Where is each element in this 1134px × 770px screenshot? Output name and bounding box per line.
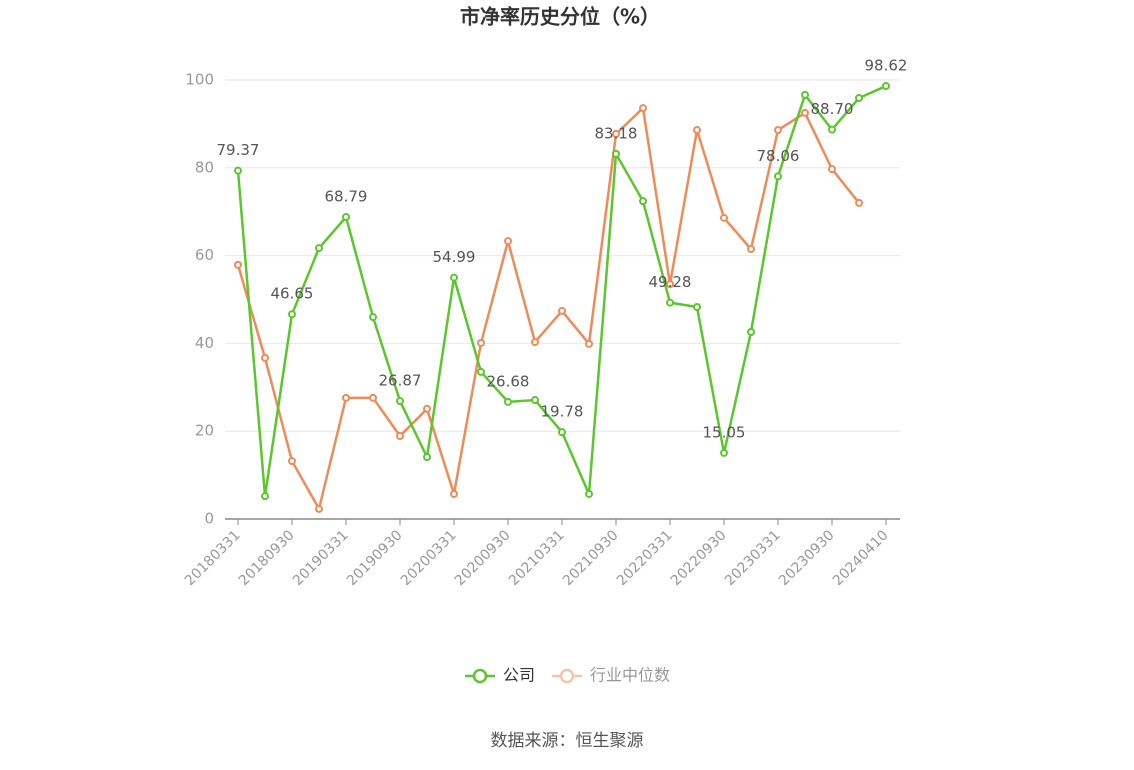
data-point xyxy=(504,397,512,406)
x-tick-label: 20180331 xyxy=(182,527,244,589)
data-point xyxy=(342,213,350,222)
data-point xyxy=(774,172,782,181)
y-tick-label: 100 xyxy=(185,71,214,89)
data-point xyxy=(558,428,566,437)
data-label: 68.79 xyxy=(325,188,368,206)
data-label: 49.28 xyxy=(649,273,692,291)
data-point xyxy=(855,198,863,207)
data-point xyxy=(612,129,620,138)
data-point xyxy=(585,339,593,348)
x-tick-label: 20200930 xyxy=(452,527,514,589)
data-label: 78.06 xyxy=(757,147,800,165)
data-point xyxy=(234,166,242,175)
data-label: 83.18 xyxy=(595,124,638,142)
x-tick-label: 20200331 xyxy=(398,527,460,589)
data-label: 54.99 xyxy=(433,248,476,266)
legend-item[interactable]: 行业中位数 xyxy=(552,666,670,685)
data-label: 19.78 xyxy=(541,403,584,421)
x-tick-label: 20180930 xyxy=(236,527,298,589)
data-label: 26.87 xyxy=(379,372,422,390)
data-point xyxy=(342,393,350,402)
data-point xyxy=(801,108,809,117)
data-point xyxy=(720,448,728,457)
data-point xyxy=(369,313,377,322)
x-tick-label: 20190331 xyxy=(290,527,352,589)
x-tick-label: 20210930 xyxy=(560,527,622,589)
data-label: 79.37 xyxy=(217,141,260,159)
data-label: 26.68 xyxy=(487,372,530,390)
y-tick-label: 60 xyxy=(195,246,214,264)
data-point xyxy=(747,245,755,254)
data-point xyxy=(423,453,431,462)
data-point xyxy=(639,197,647,206)
data-point xyxy=(234,260,242,269)
data-point xyxy=(261,492,269,501)
data-point xyxy=(315,504,323,513)
data-point xyxy=(531,396,539,405)
series-line xyxy=(236,105,860,513)
y-tick-label: 80 xyxy=(195,158,214,176)
data-point xyxy=(288,457,296,466)
y-tick-label: 0 xyxy=(204,510,214,528)
x-tick-label: 20220331 xyxy=(614,527,676,589)
data-point xyxy=(423,404,431,413)
legend-label: 行业中位数 xyxy=(590,666,670,685)
data-point xyxy=(882,82,890,91)
legend-marker xyxy=(472,668,488,684)
data-point xyxy=(828,125,836,134)
data-point xyxy=(558,306,566,315)
data-point xyxy=(261,353,269,362)
x-tick-label: 20210331 xyxy=(506,527,568,589)
chart-title: 市净率历史分位（%） xyxy=(460,5,660,29)
data-point xyxy=(369,393,377,402)
data-point xyxy=(720,213,728,222)
source: 数据来源：恒生聚源 xyxy=(491,731,644,751)
x-tick-label: 20240410 xyxy=(830,527,892,589)
data-point xyxy=(855,93,863,102)
data-point xyxy=(666,298,674,307)
data-point xyxy=(531,338,539,347)
data-point xyxy=(585,489,593,498)
data-point xyxy=(450,273,458,282)
data-label: 46.65 xyxy=(271,285,314,303)
data-point xyxy=(801,90,809,99)
legend-label: 公司 xyxy=(503,666,535,685)
x-tick-label: 20220930 xyxy=(668,527,730,589)
data-label: 88.70 xyxy=(811,100,854,118)
data-point xyxy=(450,489,458,498)
data-point xyxy=(666,280,674,289)
data-point xyxy=(693,126,701,135)
data-point xyxy=(315,244,323,253)
x-tick-label: 20190930 xyxy=(344,527,406,589)
x-tick-label: 20230930 xyxy=(776,527,838,589)
y-tick-label: 40 xyxy=(195,334,214,352)
data-point xyxy=(396,432,404,441)
data-label: 98.62 xyxy=(865,57,908,75)
data-point xyxy=(504,237,512,246)
legend-marker xyxy=(559,668,575,684)
x-tick-label: 20230331 xyxy=(722,527,784,589)
data-label: 15.05 xyxy=(703,423,746,441)
data-point xyxy=(693,302,701,311)
legend-item[interactable]: 公司 xyxy=(465,666,535,685)
data-point xyxy=(288,310,296,319)
data-point xyxy=(774,126,782,135)
data-point xyxy=(612,149,620,158)
data-point xyxy=(477,338,485,347)
data-point xyxy=(747,327,755,336)
data-point xyxy=(828,165,836,174)
data-point xyxy=(396,397,404,406)
data-point xyxy=(639,104,647,113)
y-tick-label: 20 xyxy=(195,422,214,440)
data-point xyxy=(477,367,485,376)
